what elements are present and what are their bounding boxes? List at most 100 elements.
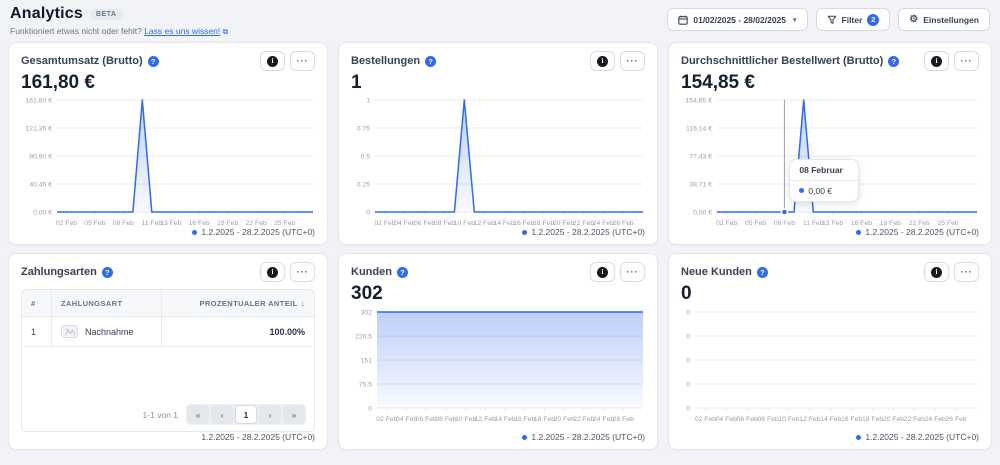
- svg-text:75.5: 75.5: [359, 382, 372, 389]
- column-header-prozentualer-anteil[interactable]: Prozentualer Anteil ↓: [199, 298, 305, 308]
- info-button[interactable]: i: [590, 51, 615, 71]
- svg-text:02 Feb: 02 Feb: [695, 416, 716, 423]
- card-title: Bestellungen: [351, 55, 421, 67]
- svg-text:19 Feb: 19 Feb: [880, 220, 901, 227]
- info-button[interactable]: i: [590, 262, 615, 282]
- svg-text:16 Feb: 16 Feb: [841, 416, 862, 423]
- more-button[interactable]: ···: [290, 262, 315, 282]
- funnel-icon: [827, 15, 836, 24]
- column-header-zahlungsart[interactable]: Zahlungsart: [52, 290, 162, 316]
- svg-text:18 Feb: 18 Feb: [534, 416, 555, 423]
- help-icon[interactable]: ?: [147, 55, 159, 67]
- pagination-range: 1-1 von 1: [142, 409, 178, 420]
- svg-text:22 Feb: 22 Feb: [904, 416, 925, 423]
- chart-legend: 1.2.2025 - 28.2.2025 (UTC+0): [351, 227, 645, 237]
- cell-rank: 1: [22, 317, 52, 346]
- more-button[interactable]: ···: [620, 262, 645, 282]
- svg-text:08 Feb: 08 Feb: [434, 220, 455, 227]
- svg-text:14 Feb: 14 Feb: [820, 416, 841, 423]
- svg-text:12 Feb: 12 Feb: [474, 220, 495, 227]
- card-title: Zahlungsarten: [21, 266, 97, 278]
- next-page-button[interactable]: ›: [259, 405, 281, 424]
- orders-chart[interactable]: 1 0.75 0.5 0.25 0 02 Feb 04 Feb 06 Feb 08 Feb 10 …: [351, 96, 645, 227]
- gear-icon: ⚙: [909, 13, 919, 25]
- svg-text:302: 302: [361, 310, 373, 317]
- svg-text:11 Feb: 11 Feb: [803, 220, 824, 227]
- more-button[interactable]: ···: [620, 51, 645, 71]
- customers-chart[interactable]: 302 226.5 151 75.5 0 02 Feb 04 Feb 06 Feb 08 Feb…: [351, 308, 645, 426]
- info-icon: i: [597, 55, 608, 67]
- chart-tooltip: 08 Februar 0,00 €: [789, 158, 860, 202]
- cell-share: 100.00%: [269, 326, 305, 337]
- settings-button[interactable]: ⚙ Einstellungen: [898, 8, 990, 31]
- table-row[interactable]: 1 Nachnahme 100.00%: [22, 317, 314, 347]
- svg-text:04 Feb: 04 Feb: [716, 416, 737, 423]
- svg-text:20 Feb: 20 Feb: [554, 416, 575, 423]
- card-title: Kunden: [351, 266, 392, 278]
- revenue-chart[interactable]: 161,80 € 121,35 € 80,90 € 40,45 € 0,00 € 02 F…: [21, 96, 315, 227]
- help-icon[interactable]: ?: [396, 266, 408, 278]
- help-icon[interactable]: ?: [425, 55, 437, 67]
- date-range-button[interactable]: 01/02/2025 - 28/02/2025 ▾: [667, 8, 808, 31]
- info-button[interactable]: i: [924, 262, 949, 282]
- feedback-link[interactable]: Lass es uns wissen!: [144, 26, 221, 36]
- svg-text:18 Feb: 18 Feb: [533, 220, 554, 227]
- chart-legend: 1.2.2025 - 28.2.2025 (UTC+0): [681, 432, 979, 442]
- metric-value: 161,80 €: [21, 72, 95, 93]
- svg-text:14 Feb: 14 Feb: [494, 416, 515, 423]
- chart-legend: 1.2.2025 - 28.2.2025 (UTC+0): [21, 227, 315, 237]
- svg-text:02 Feb: 02 Feb: [56, 220, 77, 227]
- info-icon: i: [267, 266, 278, 278]
- svg-text:05 Feb: 05 Feb: [84, 220, 105, 227]
- svg-text:116,14 €: 116,14 €: [686, 126, 712, 133]
- header-left: Analytics BETA Funktioniert etwas nicht …: [10, 5, 228, 37]
- svg-text:0: 0: [368, 406, 372, 413]
- svg-text:77,43 €: 77,43 €: [689, 154, 712, 161]
- legend-dot-icon: [522, 434, 528, 440]
- current-page-button[interactable]: 1: [235, 405, 257, 424]
- help-icon[interactable]: ?: [756, 266, 768, 278]
- help-icon[interactable]: ?: [888, 55, 900, 67]
- info-button[interactable]: i: [260, 262, 285, 282]
- svg-text:38,71 €: 38,71 €: [689, 182, 712, 189]
- previous-page-button[interactable]: ‹: [211, 405, 233, 424]
- date-range-footer: 1.2.2025 - 28.2.2025 (UTC+0): [201, 432, 315, 442]
- svg-text:0: 0: [366, 210, 370, 217]
- more-button[interactable]: ···: [954, 262, 979, 282]
- card-title: Gesamtumsatz (Brutto): [21, 55, 143, 67]
- avg-order-chart[interactable]: 154,85 € 116,14 € 77,43 € 38,71 € 0,00 € 02 F…: [681, 96, 979, 227]
- svg-text:24 Feb: 24 Feb: [925, 416, 946, 423]
- legend-dot-icon: [522, 229, 528, 235]
- svg-text:154,85 €: 154,85 €: [686, 98, 713, 105]
- info-button[interactable]: i: [260, 51, 285, 71]
- more-button[interactable]: ···: [290, 51, 315, 71]
- help-icon[interactable]: ?: [101, 266, 113, 278]
- svg-text:16 Feb: 16 Feb: [514, 416, 535, 423]
- info-icon: i: [931, 55, 942, 67]
- table-header-row: # Zahlungsart Prozentualer Anteil ↓: [22, 290, 314, 317]
- svg-text:06 Feb: 06 Feb: [414, 220, 435, 227]
- last-page-button[interactable]: »: [283, 405, 305, 424]
- new-customers-chart[interactable]: 0 0 0 0 0 02 Feb 04 Feb 06 Feb 08 Feb 10 Feb 12 Fe…: [681, 308, 979, 426]
- first-page-button[interactable]: «: [187, 405, 209, 424]
- info-button[interactable]: i: [924, 51, 949, 71]
- filter-button[interactable]: Filter 2: [815, 8, 891, 31]
- svg-text:22 Feb: 22 Feb: [573, 416, 594, 423]
- sort-desc-icon: ↓: [300, 298, 305, 308]
- svg-text:151: 151: [361, 358, 373, 365]
- calendar-icon: [678, 15, 689, 25]
- svg-text:10 Feb: 10 Feb: [778, 416, 799, 423]
- svg-text:02 Feb: 02 Feb: [376, 416, 397, 423]
- svg-text:0.75: 0.75: [357, 126, 370, 133]
- svg-text:02 Feb: 02 Feb: [374, 220, 395, 227]
- svg-text:80,90 €: 80,90 €: [29, 154, 52, 161]
- legend-dot-icon: [856, 229, 862, 235]
- svg-text:10 Feb: 10 Feb: [455, 416, 476, 423]
- svg-text:14 Feb: 14 Feb: [493, 220, 514, 227]
- svg-text:05 Feb: 05 Feb: [745, 220, 766, 227]
- svg-text:1: 1: [366, 98, 370, 105]
- more-button[interactable]: ···: [954, 51, 979, 71]
- metric-value: 302: [351, 283, 383, 304]
- svg-text:0: 0: [686, 358, 690, 365]
- info-icon: i: [597, 266, 608, 278]
